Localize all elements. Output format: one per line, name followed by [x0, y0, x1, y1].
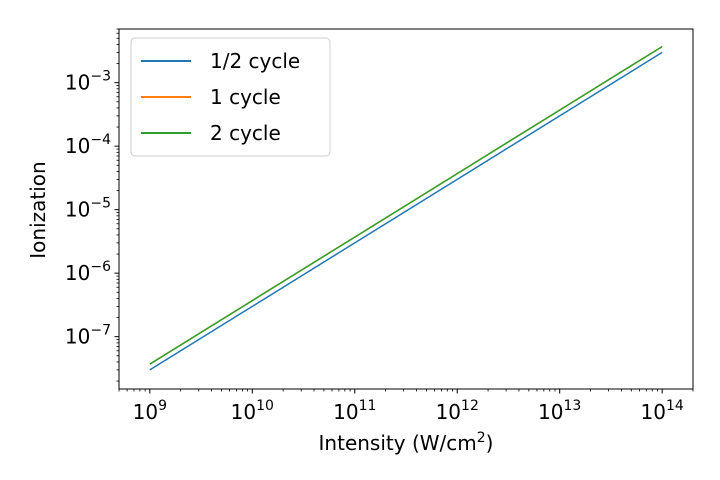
- series-line-2: [149, 45, 663, 365]
- x-tick-label-1: 1010: [231, 398, 274, 424]
- plot-area: 109 1010 1011 1012 1013 1014 10−7 10−6 10−5 10−4…: [65, 28, 694, 424]
- legend-label-1: 1 cycle: [210, 85, 281, 109]
- x-tick-label-0: 109: [133, 398, 167, 424]
- series-layer: [149, 45, 663, 371]
- y-tick-label-4: 10−3: [65, 69, 111, 95]
- y-axis-ticks: 10−7 10−6 10−5 10−4 10−3: [65, 28, 119, 382]
- x-tick-label-5: 1014: [641, 398, 684, 424]
- y-axis-label: Ionization: [26, 161, 50, 258]
- legend-entries: 1/2 cycle 1 cycle 2 cycle: [141, 49, 300, 145]
- series-line-0: [149, 51, 663, 371]
- x-axis-label: Intensity (W/cm2): [319, 430, 494, 455]
- y-tick-label-3: 10−4: [65, 132, 111, 158]
- x-axis-ticks: 109 1010 1011 1012 1013 1014: [118, 389, 694, 424]
- legend-frame: [130, 37, 331, 157]
- axes-frame: [118, 28, 694, 390]
- x-tick-label-3: 1012: [436, 398, 479, 424]
- legend: 1/2 cycle 1 cycle 2 cycle: [130, 37, 331, 157]
- legend-label-2: 2 cycle: [210, 121, 281, 145]
- y-tick-label-2: 10−5: [65, 196, 111, 222]
- y-tick-label-0: 10−7: [65, 323, 111, 349]
- x-tick-label-2: 1011: [333, 398, 376, 424]
- y-tick-label-1: 10−6: [65, 259, 111, 285]
- x-tick-label-4: 1013: [538, 398, 581, 424]
- legend-label-0: 1/2 cycle: [210, 49, 300, 73]
